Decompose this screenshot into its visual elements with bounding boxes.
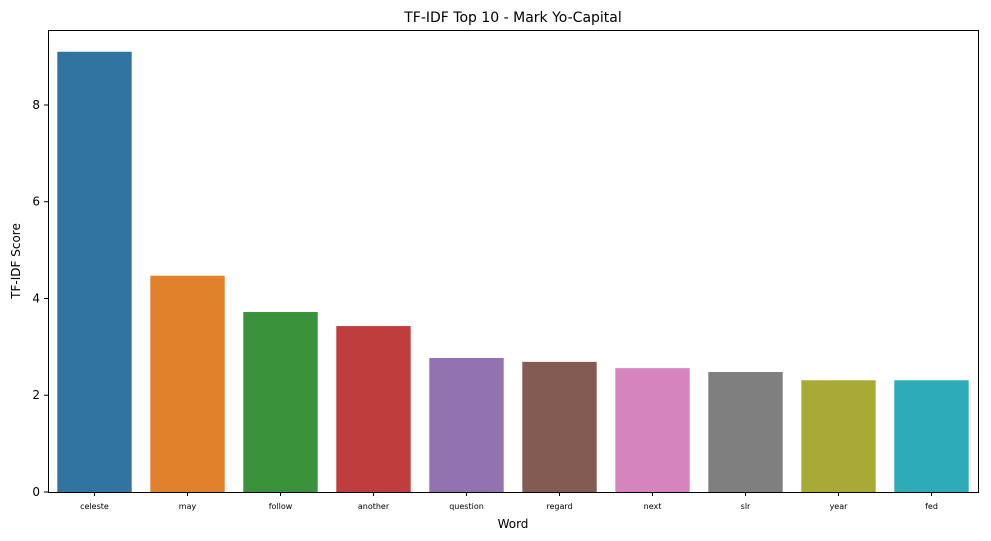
bars-group: [57, 51, 969, 493]
y-axis-label: TF-IDF Score: [9, 223, 23, 300]
x-tick-label-celeste: celeste: [80, 502, 109, 511]
bar-may: [150, 275, 225, 492]
bar-question: [429, 357, 504, 492]
y-tick-label: 4: [32, 291, 40, 305]
x-tick-label-follow: follow: [269, 502, 293, 511]
x-axis-label: Word: [498, 517, 529, 531]
bar-year: [801, 380, 876, 492]
x-tick-label-question: question: [449, 502, 484, 511]
x-tick-label-another: another: [358, 502, 390, 511]
y-tick-label: 8: [32, 98, 40, 112]
bar-another: [336, 326, 411, 492]
chart-title: TF-IDF Top 10 - Mark Yo-Capital: [403, 10, 622, 26]
bar-follow: [243, 312, 318, 492]
y-tick-label: 6: [32, 195, 40, 209]
plot-frame: [48, 30, 979, 493]
x-tick-label-year: year: [830, 502, 849, 511]
bar-fed: [894, 380, 969, 492]
x-tick-label-regard: regard: [546, 502, 572, 511]
x-tick-label-slr: slr: [741, 502, 751, 511]
y-tick-label: 0: [32, 485, 40, 499]
x-tick-label-next: next: [644, 502, 662, 511]
x-tick-label-may: may: [179, 502, 197, 511]
bar-celeste: [57, 51, 132, 493]
y-tick-label: 2: [32, 388, 40, 402]
bar-slr: [708, 372, 783, 492]
y-axis-ticks: 0 2 4 6 8: [32, 98, 48, 499]
x-tick-label-fed: fed: [925, 502, 938, 511]
bar-next: [615, 368, 690, 492]
bar-regard: [522, 361, 597, 492]
x-axis-ticks: celeste may follow another question regard nex…: [80, 492, 938, 511]
